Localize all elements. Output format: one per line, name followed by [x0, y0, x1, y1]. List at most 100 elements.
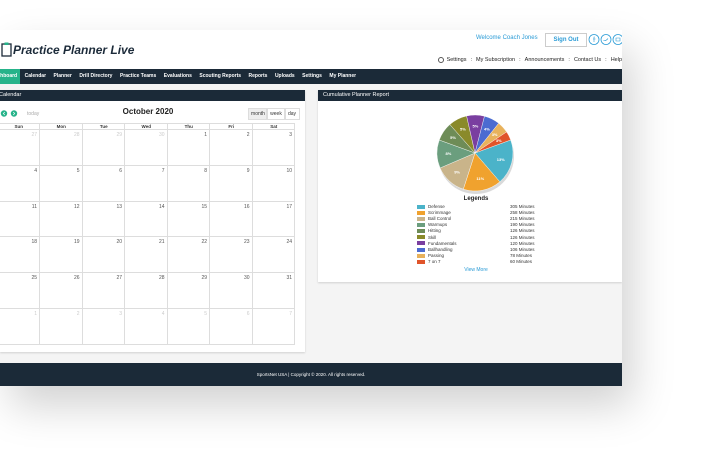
day-cell[interactable]: 20 [82, 237, 125, 274]
day-cell[interactable]: 11 [0, 201, 40, 238]
nav-item[interactable]: Settings [302, 73, 322, 79]
day-number: 2 [246, 132, 250, 138]
legend-swatch [417, 204, 425, 209]
view-button[interactable]: day [284, 108, 300, 120]
day-cell[interactable]: 7 [125, 165, 168, 202]
weekday-label: Sun [14, 124, 24, 129]
day-cell[interactable]: 9 [210, 165, 253, 202]
day-cell[interactable]: 15 [167, 201, 210, 238]
slice-label: 3% [492, 132, 498, 137]
day-cell[interactable]: 12 [40, 201, 83, 238]
legend-name: Passing [428, 252, 445, 258]
day-cell[interactable]: 25 [0, 273, 40, 309]
separator: : [470, 57, 472, 64]
day-cell[interactable]: 23 [210, 237, 253, 274]
panel-title: Cumulative Planner Report [323, 92, 390, 98]
day-cell[interactable]: 13 [82, 201, 125, 238]
day-cell[interactable]: 7 [252, 309, 295, 345]
day-cell[interactable]: 22 [167, 237, 210, 274]
day-cell[interactable]: 19 [40, 237, 83, 274]
day-cell[interactable]: 29 [167, 273, 210, 309]
nav-item[interactable]: My Planner [329, 73, 357, 79]
legend-name: Scrimmage [428, 210, 451, 216]
slice-label: 13% [497, 157, 505, 162]
top-link[interactable]: My Subscription [475, 57, 516, 64]
day-cell[interactable]: 24 [252, 237, 295, 274]
nav-item[interactable]: Practice Teams [119, 73, 157, 79]
today-button[interactable]: today [27, 111, 40, 117]
app-window: Practice Planner Live Welcome Coach Jone… [0, 30, 622, 386]
legend-name: 7 on 7 [428, 258, 441, 264]
legend-value: 126 Minutes [510, 234, 535, 240]
day-cell[interactable]: 6 [210, 309, 253, 345]
day-cell[interactable]: 4 [125, 309, 168, 345]
nav-item[interactable]: Planner [53, 73, 72, 79]
top-link[interactable]: Help [610, 57, 622, 64]
top-link[interactable]: Announcements [524, 57, 565, 64]
legend-value: 106 Minutes [510, 246, 535, 252]
weekday-label: Wed [141, 124, 151, 129]
day-cell[interactable]: 2 [210, 130, 253, 166]
day-cell[interactable]: 29 [82, 130, 125, 166]
day-cell[interactable]: 27 [0, 130, 40, 166]
day-cell[interactable]: 18 [0, 237, 40, 274]
header: Practice Planner Live Welcome Coach Jone… [0, 30, 622, 69]
nav-item[interactable]: Reports [248, 73, 268, 79]
day-cell[interactable]: 1 [0, 309, 40, 345]
weekday-cell [210, 123, 253, 130]
legend-name: Skill [428, 234, 437, 240]
instagram-icon[interactable] [612, 34, 622, 45]
nav-item[interactable]: Drill Directory [79, 73, 113, 79]
nav-item[interactable]: Uploads [274, 73, 295, 79]
day-cell[interactable]: 30 [210, 273, 253, 309]
day-cell[interactable]: 6 [82, 165, 125, 202]
slice-label: 5% [460, 126, 466, 131]
panel-header: Cumulative Planner Report [318, 90, 622, 101]
day-cell[interactable]: 16 [210, 201, 253, 238]
nav-item[interactable]: Evaluations [163, 73, 192, 79]
day-cell[interactable]: 26 [40, 273, 83, 309]
day-cell[interactable]: 5 [167, 309, 210, 345]
legend-name: Defense [428, 204, 445, 209]
day-cell[interactable]: 3 [82, 309, 125, 345]
pie-slice [474, 131, 511, 154]
day-cell[interactable]: 17 [252, 201, 295, 238]
legend-swatch [417, 223, 425, 228]
day-cell[interactable]: 27 [82, 273, 125, 309]
weekday-label: Sat [270, 124, 278, 129]
day-number: 20 [116, 239, 122, 246]
day-cell[interactable]: 31 [252, 273, 295, 309]
day-cell[interactable]: 5 [40, 165, 83, 202]
top-link[interactable]: Contact Us [573, 57, 602, 64]
day-cell[interactable]: 2 [40, 309, 83, 345]
day-cell[interactable]: 30 [125, 130, 168, 166]
day-cell[interactable]: 1 [167, 130, 210, 166]
facebook-icon[interactable] [588, 34, 600, 45]
day-cell[interactable]: 4 [0, 165, 40, 202]
day-cell[interactable]: 8 [167, 165, 210, 202]
prev-button[interactable] [0, 110, 8, 117]
day-cell[interactable]: 14 [125, 201, 168, 238]
view-button[interactable]: week [266, 108, 286, 120]
day-cell[interactable]: 21 [125, 237, 168, 274]
day-cell[interactable]: 10 [252, 165, 295, 202]
day-number: 31 [286, 275, 292, 282]
twitter-icon[interactable] [600, 34, 612, 45]
view-more-link[interactable]: View More [464, 267, 488, 273]
view-button[interactable]: month [248, 108, 268, 120]
day-cell[interactable]: 28 [40, 130, 83, 166]
weekday-label: Thu [184, 124, 193, 129]
nav-item[interactable]: Calendar [24, 73, 47, 79]
day-number: 9 [246, 167, 250, 174]
legend-value: 120 Minutes [510, 240, 535, 246]
legend-name: Ballhandling [428, 246, 453, 252]
footer-text: SportsNet USA | Copyright © 2020. All ri… [256, 372, 366, 377]
next-button[interactable] [10, 110, 18, 117]
day-number: 12 [73, 203, 80, 210]
top-link[interactable]: Settings [446, 57, 467, 64]
day-cell[interactable]: 28 [125, 273, 168, 309]
nav-item[interactable]: Dashboard [0, 69, 21, 84]
sign-out-button[interactable]: Sign Out [545, 33, 587, 47]
nav-item[interactable]: Scouting Reports [199, 73, 242, 79]
day-cell[interactable]: 3 [252, 130, 295, 166]
